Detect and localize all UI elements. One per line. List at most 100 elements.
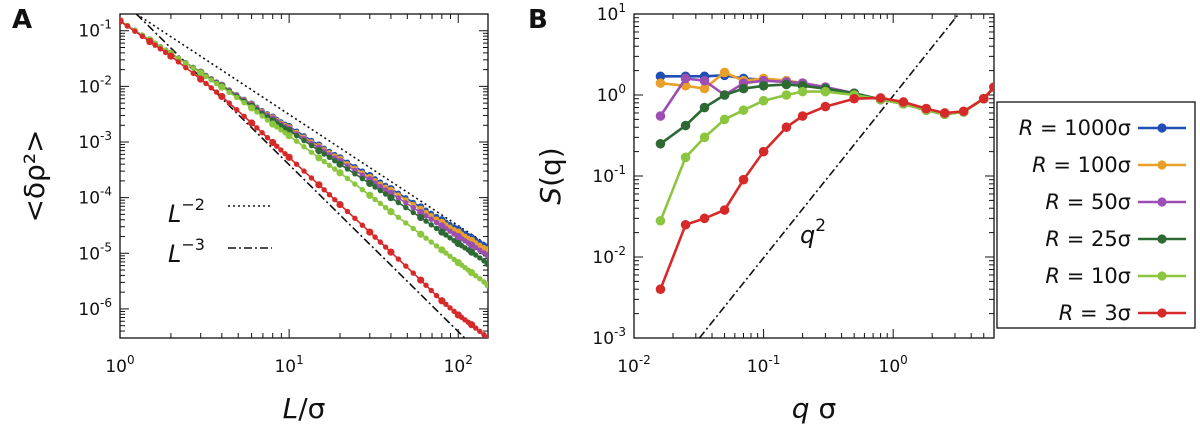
panel-a-frame [119,13,489,339]
data-point [326,192,333,198]
data-point [423,218,429,224]
data-point [680,152,691,163]
data-point [321,187,327,193]
data-point [447,305,453,311]
data-point [738,174,749,185]
data-point [797,111,808,121]
panel-a-letter: A [12,5,32,35]
data-point [293,132,300,139]
data-point [820,86,831,97]
legend-box [996,101,1196,329]
panel-a-chart: 100 101 102 10-1 10-2 10-3 10-4 10-5 10-6 L−2 L… [18,13,489,425]
data-point [301,144,307,150]
data-point [395,256,402,262]
data-point [699,102,710,113]
data-point [197,75,205,83]
data-point [157,46,164,52]
panel-b-frame [633,13,995,339]
data-point [359,175,366,182]
data-point [183,60,189,66]
data-point [423,213,429,219]
data-point [282,150,288,157]
data-point [797,86,808,97]
data-point [377,200,384,207]
data-point [264,134,271,141]
data-point [293,138,300,144]
legend-swatch-marker [1157,123,1167,133]
data-point [680,219,691,230]
data-point [655,78,666,88]
data-point [120,17,124,25]
data-point [321,158,327,165]
data-point [274,143,280,149]
panel-b-ticks [633,13,995,339]
data-point [167,52,175,60]
data-point [433,243,440,249]
data-point [484,281,488,289]
y-tick-label: 10-3 [592,325,626,349]
data-point [366,179,374,188]
legend-label: R = 10σ [1045,264,1131,288]
legend-label: R = 100σ [1032,153,1131,177]
panel-a-x-axis-title: L/σ [283,392,326,425]
data-point [820,101,831,112]
x-tick-label: 102 [444,353,473,377]
data-point [278,127,284,133]
data-point [285,153,293,161]
data-point [417,213,425,222]
panel-a-ticks [119,13,488,339]
data-point [332,166,338,172]
data-point [377,187,384,194]
data-point [473,244,479,251]
panel-b-reference-lines [698,14,960,338]
data-point [344,208,351,215]
data-point [344,175,351,182]
data-point [372,196,378,203]
data-point [124,23,131,29]
data-point [417,208,425,217]
data-point [447,235,453,241]
data-point [699,132,710,143]
data-point [738,105,749,115]
data-point [443,250,449,256]
legend-label: R = 1000σ [1019,116,1131,140]
y-tick-label: 10-2 [78,73,112,97]
legend-swatch-marker [1157,271,1167,281]
data-point [352,215,358,222]
data-point [781,79,792,90]
data-point [366,191,374,199]
reference-line-dashdot [698,14,960,338]
data-point [152,42,158,48]
data-point [301,168,307,174]
data-point [395,214,402,220]
data-point [719,114,730,125]
data-point [336,169,344,177]
y-tick-label: 10-1 [592,163,626,187]
x-tick-label: 100 [879,353,908,377]
y-tick-label: 10-4 [78,185,112,209]
data-point [477,242,483,248]
data-point [387,248,395,256]
data-point [315,154,323,162]
data-point [226,89,232,96]
data-point [477,328,483,335]
legend-swatch-marker [1157,197,1167,207]
data-point [259,113,265,119]
data-point [433,225,440,232]
data-point [719,205,730,215]
data-point [366,228,374,236]
data-point [473,325,479,331]
data-point [410,209,416,216]
data-point [321,151,327,157]
data-point [387,208,395,216]
data-point [428,287,434,294]
data-point [898,97,909,107]
data-point [359,186,366,193]
data-point [655,71,666,82]
data-point [372,184,378,190]
y-tick-label: 101 [597,1,626,25]
panel-a-y-axis-title: <δρ²> [18,129,51,222]
data-point [428,222,434,228]
data-point [315,147,323,155]
data-point [336,200,344,209]
